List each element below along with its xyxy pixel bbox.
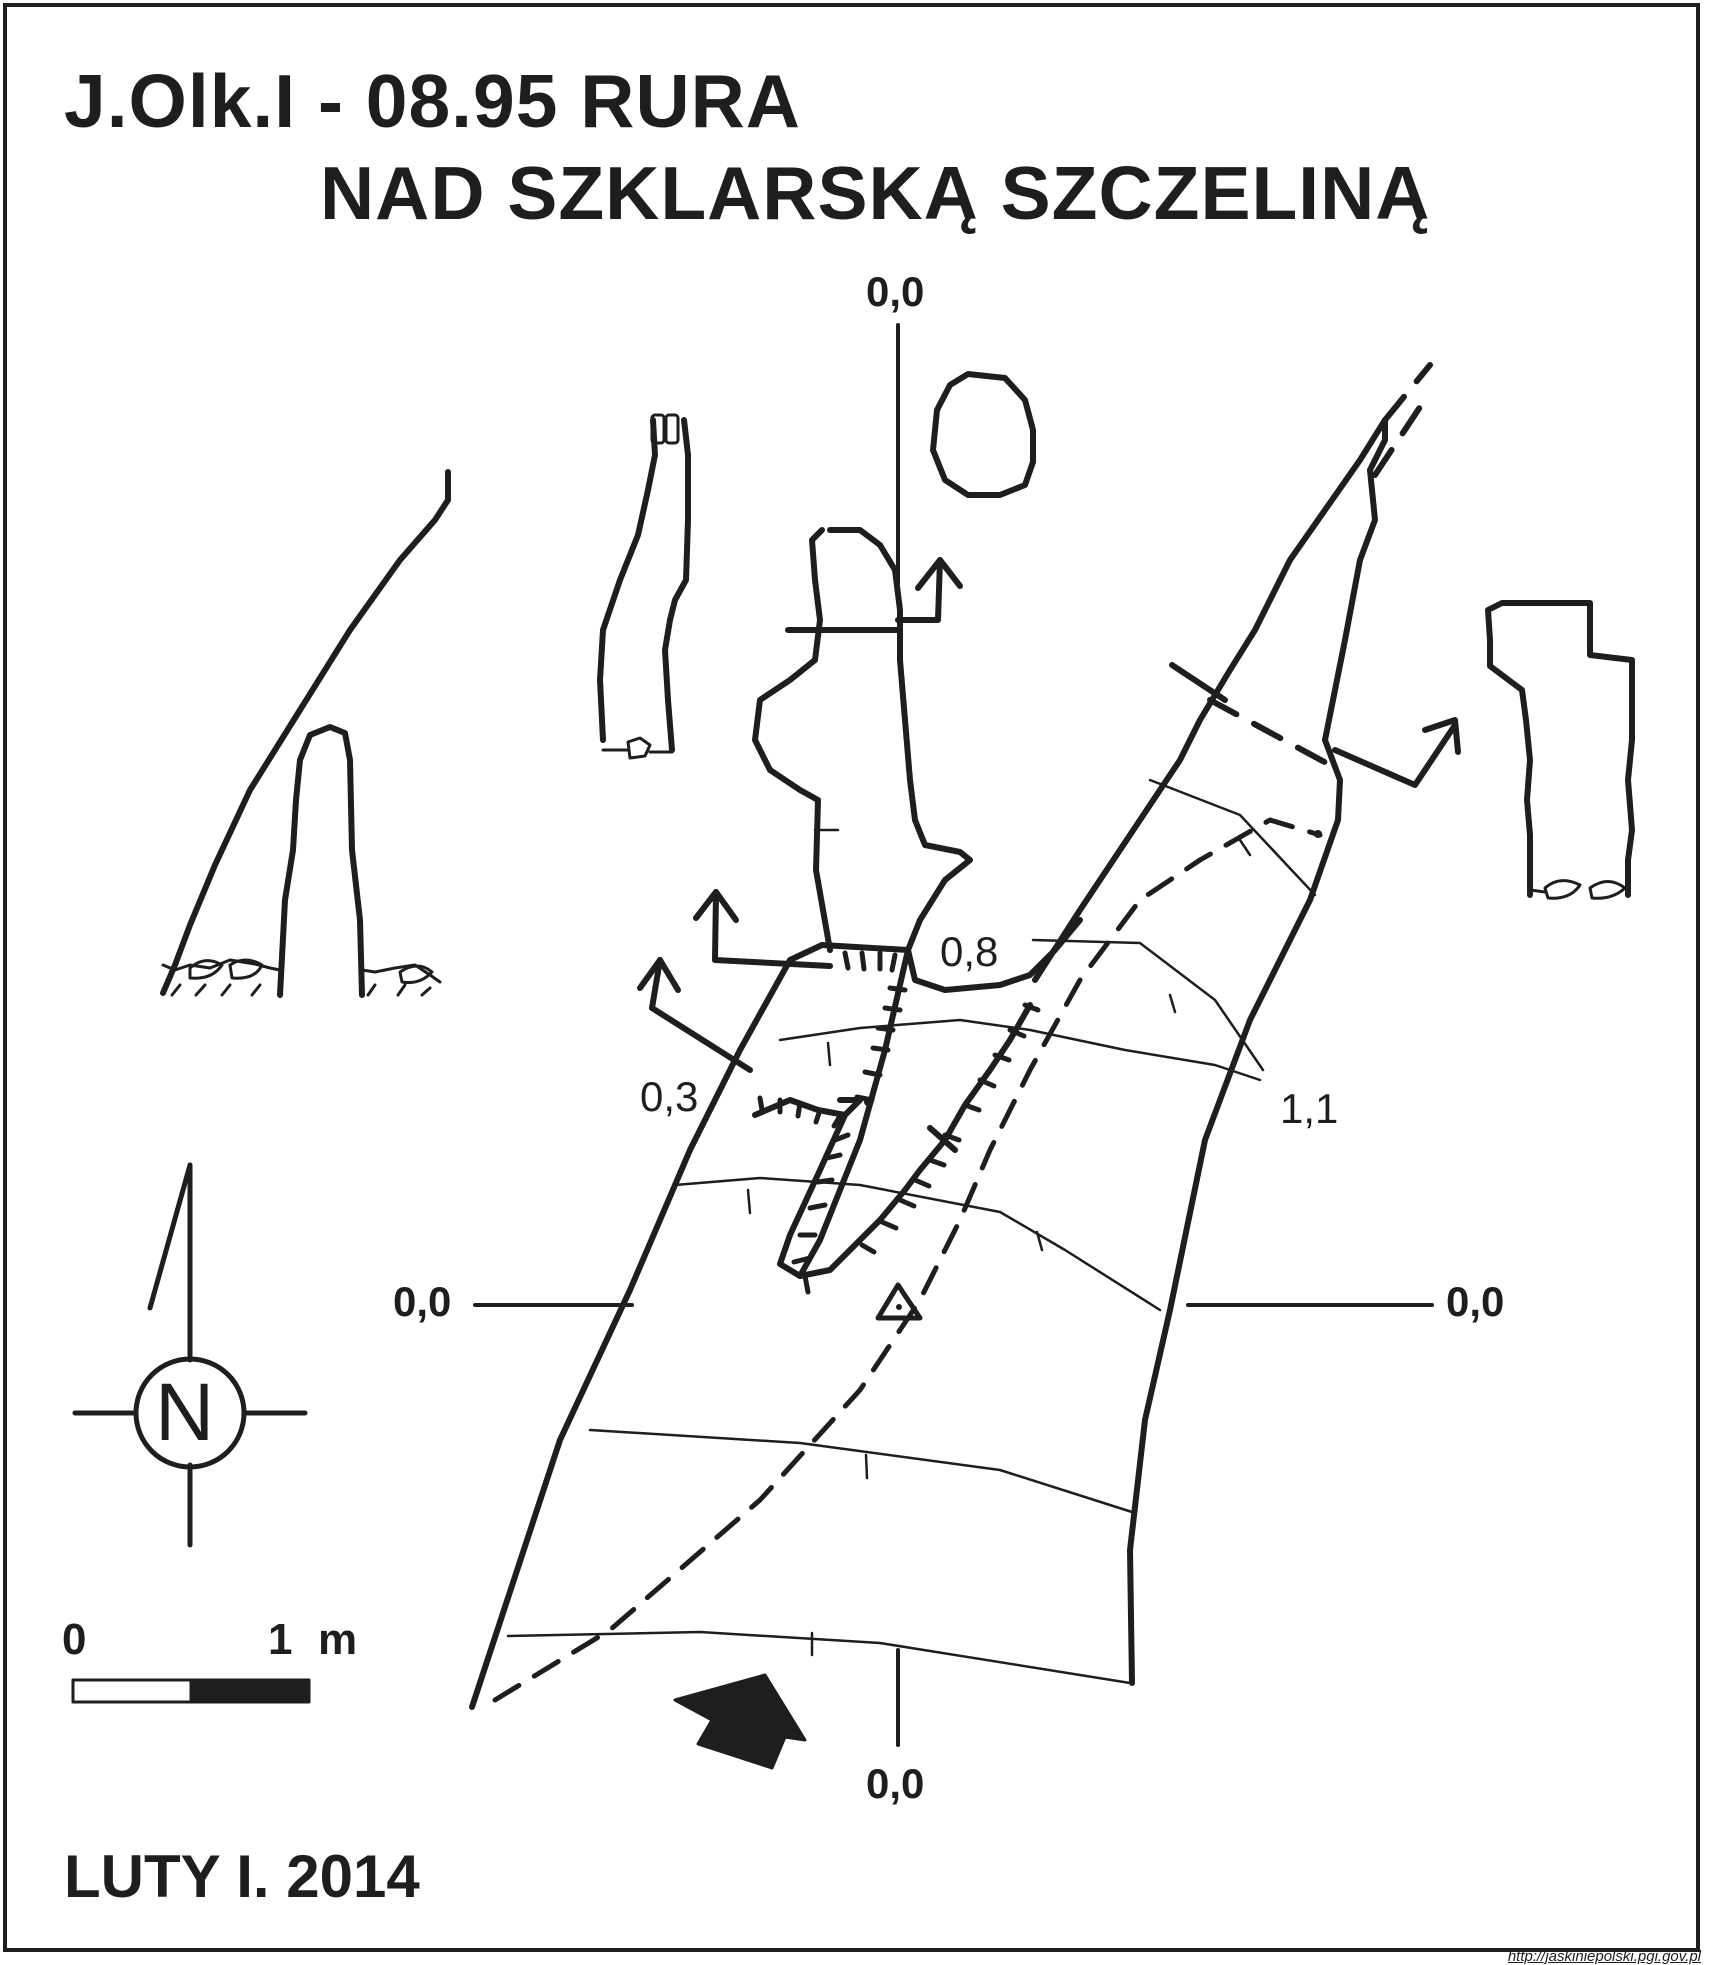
step-hatching: [757, 950, 1041, 1295]
compass-north-letter: N: [155, 1367, 215, 1458]
section-arrows: [637, 557, 1461, 1073]
label-left-zero: 0,0: [393, 1278, 452, 1325]
label-bottom-zero: 0,0: [866, 1760, 925, 1807]
cross-section-4: [1485, 600, 1635, 898]
label-top-zero: 0,0: [866, 268, 925, 315]
cross-section-2-details: [601, 413, 680, 760]
scale-unit-label: m: [318, 1615, 358, 1664]
map-frame: [3, 3, 1700, 1952]
cross-section-3: [930, 371, 1036, 498]
height-label-11: 1,1: [1280, 1085, 1339, 1132]
source-credit[interactable]: http://jaskiniepolski.pgi.gov.pl: [1507, 1948, 1701, 1965]
survey-station: [875, 1282, 923, 1321]
cross-section-lines: [506, 778, 1317, 1685]
cross-section-1: [160, 469, 451, 998]
dashed-continuation: [1207, 362, 1433, 768]
height-label-08: 0,8: [940, 928, 999, 975]
cave-code-title: J.Olk.I - 08.95 RURA: [64, 59, 801, 143]
north-arrow: [72, 1162, 308, 1548]
scale-one-label: 1: [268, 1615, 293, 1664]
side-chamber: [752, 527, 1083, 1279]
cross-section-4-floor: [1528, 879, 1627, 900]
reference-lines: [473, 323, 1434, 1747]
cross-section-2: [597, 417, 691, 753]
scale-bar: [71, 1678, 311, 1704]
label-right-zero: 0,0: [1446, 1278, 1505, 1325]
cross-section-1-floor: [161, 958, 442, 997]
author-date: LUTY I. 2014: [64, 1843, 420, 1910]
height-label-03: 0,3: [640, 1073, 699, 1120]
entrance-arrow: [673, 1673, 807, 1770]
scale-zero-label: 0: [62, 1615, 87, 1664]
dashed-drip-line: [492, 817, 1323, 1703]
cave-name-title: NAD SZKLARSKĄ SZCZELINĄ: [320, 151, 1431, 235]
